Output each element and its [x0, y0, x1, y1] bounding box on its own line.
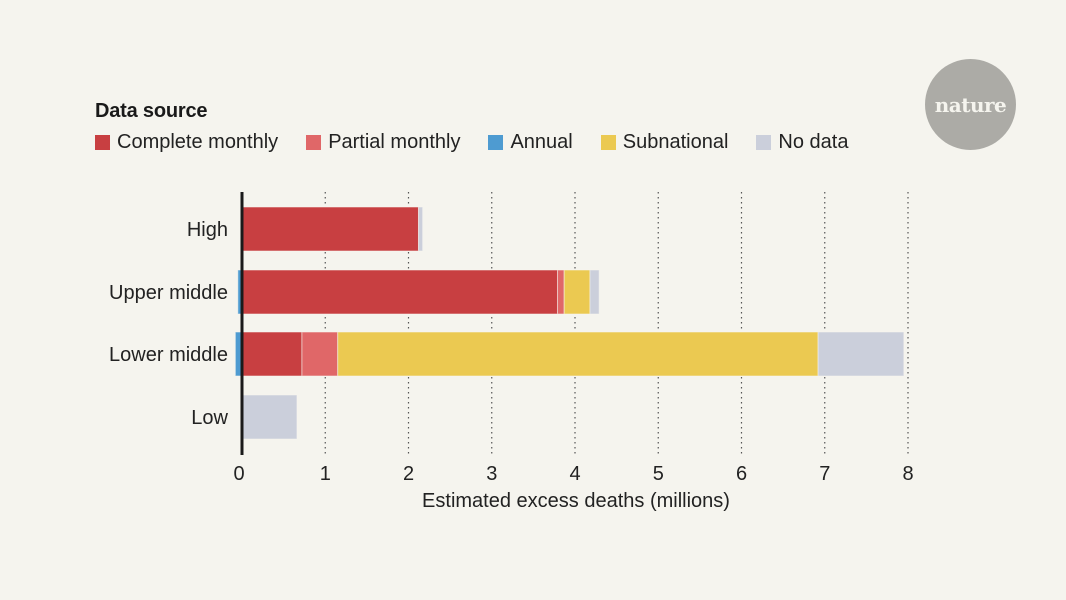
- category-label-high: High: [187, 219, 228, 241]
- x-tick-label-0: 0: [233, 463, 244, 485]
- bar-upper-middle-partial-monthly: [557, 269, 565, 315]
- x-tick-label-1: 1: [320, 463, 331, 485]
- bar-lower-middle-subnational: [337, 331, 819, 377]
- x-tick-label-8: 8: [902, 463, 913, 485]
- x-tick-label-3: 3: [486, 463, 497, 485]
- category-label-low: Low: [191, 407, 228, 429]
- bar-lower-middle-partial-monthly: [301, 331, 339, 377]
- legend-label: Complete monthly: [117, 131, 279, 153]
- legend-item-subnational: Subnational: [600, 131, 729, 154]
- bar-upper-middle-subnational: [563, 269, 591, 315]
- bars: [234, 206, 905, 440]
- legend-label: No data: [778, 131, 849, 153]
- legend-label: Annual: [510, 131, 573, 153]
- bar-upper-middle-complete-monthly: [241, 269, 559, 315]
- x-tick-label-7: 7: [819, 463, 830, 485]
- category-labels: High Upper middle Lower middle Low: [109, 219, 228, 429]
- bar-low-no-data: [241, 394, 298, 440]
- category-label-upper-middle: Upper middle: [109, 282, 228, 304]
- legend-swatch-annual: [488, 135, 504, 150]
- bar-upper-middle-no-data: [589, 269, 600, 315]
- bar-lower-middle-no-data: [817, 331, 905, 377]
- x-tick-label-2: 2: [403, 463, 414, 485]
- legend: Complete monthly Partial monthly Annual …: [95, 131, 876, 154]
- x-axis-title: Estimated excess deaths (millions): [422, 490, 730, 512]
- legend-label: Subnational: [622, 131, 729, 153]
- legend-swatch-no-data: [756, 135, 772, 150]
- legend-swatch-subnational: [600, 135, 616, 150]
- bar-lower-middle-complete-monthly: [241, 331, 303, 377]
- x-tick-label-5: 5: [653, 463, 664, 485]
- legend-item-no-data: No data: [756, 131, 848, 154]
- legend-label: Partial monthly: [328, 131, 461, 153]
- bar-high-complete-monthly: [241, 206, 419, 252]
- gridlines: [324, 192, 909, 455]
- legend-title: Data source: [95, 100, 208, 122]
- legend-swatch-partial-monthly: [306, 135, 322, 150]
- bar-high-no-data: [417, 206, 424, 252]
- legend-item-partial-monthly: Partial monthly: [306, 131, 460, 154]
- logo-text: nature: [934, 92, 1007, 117]
- legend-item-annual: Annual: [488, 131, 573, 154]
- x-tick-label-6: 6: [736, 463, 747, 485]
- legend-item-complete-monthly: Complete monthly: [95, 131, 278, 154]
- x-tick-label-4: 4: [569, 463, 580, 485]
- x-tick-labels: 0 1 2 3 4 5 6 7 8: [233, 463, 913, 485]
- nature-logo: nature: [925, 59, 1016, 150]
- legend-swatch-complete-monthly: [95, 135, 110, 150]
- category-label-lower-middle: Lower middle: [109, 344, 228, 366]
